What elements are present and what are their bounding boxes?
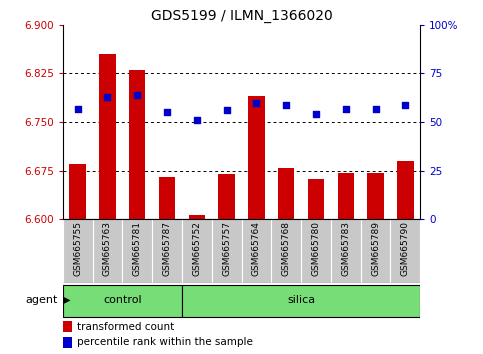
Bar	[338, 173, 354, 219]
Text: GSM665787: GSM665787	[163, 221, 171, 276]
Bar	[189, 215, 205, 219]
Bar	[70, 164, 86, 219]
Point	[342, 105, 350, 111]
Text: GSM665783: GSM665783	[341, 221, 350, 276]
Text: percentile rank within the sample: percentile rank within the sample	[77, 337, 253, 348]
Point	[223, 108, 230, 113]
Text: GSM665768: GSM665768	[282, 221, 291, 276]
Bar	[218, 174, 235, 219]
Bar	[397, 161, 413, 219]
Point	[372, 105, 380, 111]
Text: GSM665780: GSM665780	[312, 221, 320, 276]
Text: GSM665755: GSM665755	[73, 221, 82, 276]
Point	[282, 102, 290, 107]
Text: GDS5199 / ILMN_1366020: GDS5199 / ILMN_1366020	[151, 9, 332, 23]
Text: GSM665752: GSM665752	[192, 221, 201, 276]
Text: silica: silica	[287, 295, 315, 305]
Bar	[159, 177, 175, 219]
Bar	[63, 321, 71, 332]
Text: ▶: ▶	[63, 295, 71, 305]
Bar	[368, 173, 384, 219]
Point	[133, 92, 141, 98]
Point	[163, 110, 171, 115]
Text: GSM665790: GSM665790	[401, 221, 410, 276]
Point	[74, 105, 82, 111]
Bar	[129, 70, 145, 219]
Bar	[182, 285, 420, 317]
Bar	[63, 285, 182, 317]
Text: GSM665757: GSM665757	[222, 221, 231, 276]
Text: GSM665764: GSM665764	[252, 221, 261, 276]
Text: transformed count: transformed count	[77, 321, 174, 332]
Point	[401, 102, 409, 107]
Bar	[308, 179, 324, 219]
Bar	[63, 337, 71, 348]
Text: GSM665781: GSM665781	[133, 221, 142, 276]
Bar	[63, 219, 420, 283]
Point	[104, 94, 112, 99]
Text: GSM665789: GSM665789	[371, 221, 380, 276]
Point	[253, 100, 260, 105]
Bar	[278, 167, 294, 219]
Point	[193, 118, 201, 123]
Text: agent: agent	[26, 295, 58, 305]
Point	[312, 112, 320, 117]
Bar	[248, 96, 265, 219]
Bar	[99, 54, 115, 219]
Text: control: control	[103, 295, 142, 305]
Text: GSM665763: GSM665763	[103, 221, 112, 276]
